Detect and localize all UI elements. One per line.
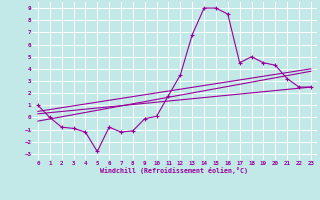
X-axis label: Windchill (Refroidissement éolien,°C): Windchill (Refroidissement éolien,°C) (100, 167, 248, 174)
